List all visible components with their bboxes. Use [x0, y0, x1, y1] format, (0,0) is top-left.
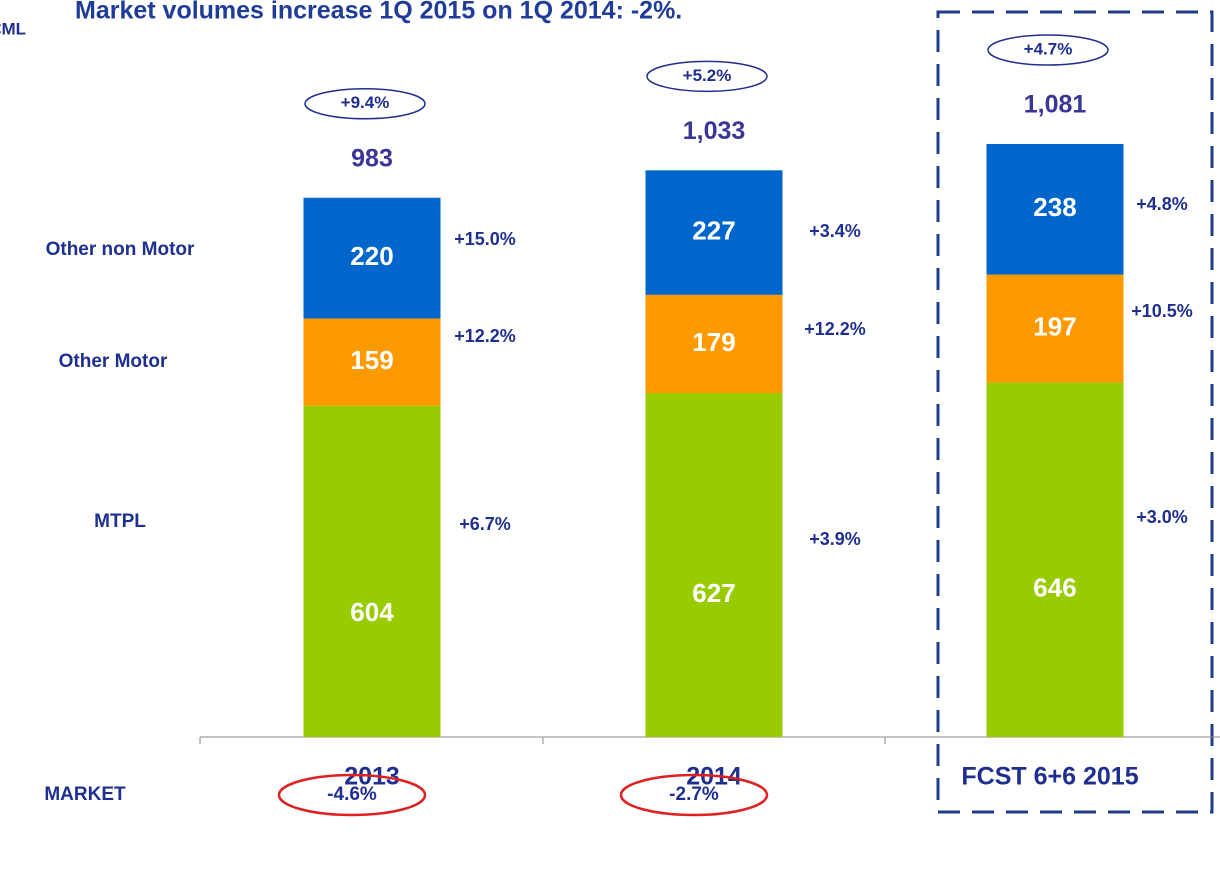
segment-label: 220 — [350, 241, 393, 271]
growth-label: +12.2% — [454, 326, 516, 346]
growth-label: +3.0% — [1136, 507, 1188, 527]
total-label: 1,081 — [1024, 91, 1087, 119]
series-label: MTPL — [94, 511, 146, 532]
segment-label: 179 — [692, 327, 735, 357]
bar-segment — [303, 197, 441, 319]
market-label: MARKET — [44, 784, 126, 805]
series-label: Other Motor — [59, 351, 168, 372]
bar-segment — [645, 294, 783, 394]
market-ellipse — [277, 773, 427, 817]
market-ellipse — [619, 773, 769, 817]
segment-label: 627 — [692, 578, 735, 608]
total-growth-ellipse — [304, 88, 426, 120]
segment-label: 227 — [692, 215, 735, 245]
segment-label: 238 — [1033, 192, 1076, 222]
segment-label: 159 — [350, 345, 393, 375]
total-growth-ellipse — [646, 60, 768, 93]
bar-segment — [986, 274, 1124, 383]
unit-label: €ML — [0, 19, 26, 38]
total-growth-label: +4.7% — [1024, 39, 1073, 58]
segment-label: 197 — [1033, 311, 1076, 341]
x-tick-label: FCST 6+6 2015 — [961, 763, 1138, 791]
series-label: Other non Motor — [46, 239, 195, 260]
bar-segment — [986, 144, 1124, 275]
total-growth-label: +5.2% — [683, 66, 732, 85]
growth-label: +3.9% — [809, 529, 861, 549]
segment-label: 604 — [350, 597, 394, 627]
total-growth-label: +9.4% — [341, 93, 390, 112]
bar-segment — [303, 318, 441, 406]
bar-segment — [986, 382, 1124, 737]
growth-label: +10.5% — [1131, 301, 1193, 321]
total-growth-ellipse — [987, 34, 1109, 66]
growth-label: +12.2% — [804, 319, 866, 339]
chart-title: Market volumes increase 1Q 2015 on 1Q 20… — [75, 0, 682, 25]
bar-segment — [645, 393, 783, 737]
forecast-box — [936, 10, 1214, 814]
bar-segment — [645, 170, 783, 295]
total-label: 1,033 — [683, 117, 746, 145]
growth-label: +4.8% — [1136, 194, 1188, 214]
segment-label: 646 — [1033, 573, 1076, 603]
market-growth-label: -2.7% — [669, 784, 719, 805]
bar-segment — [303, 405, 441, 737]
growth-label: +15.0% — [454, 229, 516, 249]
growth-label: +3.4% — [809, 221, 861, 241]
total-label: 983 — [351, 144, 393, 172]
market-growth-label: -4.6% — [327, 784, 377, 805]
growth-label: +6.7% — [459, 514, 511, 534]
